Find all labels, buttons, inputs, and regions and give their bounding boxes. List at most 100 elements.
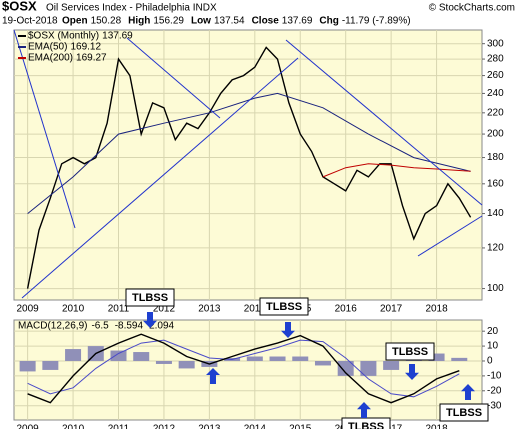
x-tick-label: 2010 [62, 424, 85, 429]
symbol: $OSX [2, 0, 37, 13]
legend-value: 169.27 [76, 53, 107, 64]
stat-value: 156.29 [153, 16, 184, 27]
trend-lines [13, 29, 483, 299]
price-panel [13, 29, 483, 301]
annotation-box [385, 342, 435, 361]
x-tick-label: 2017 [380, 304, 403, 315]
stat-label: Chg [319, 16, 338, 27]
histogram-bar [246, 356, 263, 361]
y-tick-label: 0 [487, 356, 493, 367]
stat-label: Low [191, 16, 211, 27]
x-tick-label: 2012 [153, 424, 176, 429]
x-tick-label: 2014 [244, 424, 267, 429]
legend: $OSX (Monthly) 137.69 EMA(50) 169.12EMA(200… [18, 31, 175, 332]
legend-label: EMA(50) [28, 42, 67, 53]
trend-line [126, 37, 221, 119]
histogram-bar [65, 349, 82, 361]
y-tick-label: 200 [487, 129, 504, 140]
annotation: TLBSS [266, 301, 302, 313]
histogram-bar [155, 360, 172, 364]
y-tick-label: 240 [487, 88, 504, 99]
arrow [206, 368, 220, 384]
legend-value: 169.12 [70, 42, 101, 53]
annotation: TLBSS [132, 292, 168, 304]
x-tick-label: 2013 [198, 424, 221, 429]
line [27, 333, 460, 404]
annotation-box [439, 403, 489, 422]
x-tick-label: 2018 [425, 304, 448, 315]
annotation-box [125, 288, 175, 307]
y-tick-label: 20 [487, 326, 499, 337]
y-tick-label: 100 [487, 283, 504, 294]
histogram-bar [19, 360, 36, 372]
x-tick-label: 2015 [289, 424, 312, 429]
macd-value: 2.094 [149, 321, 174, 332]
y-tick-label: 300 [487, 38, 504, 49]
legend-label: $OSX (Monthly) [28, 31, 99, 42]
histogram-bar [428, 353, 445, 361]
stat-value: 150.28 [91, 16, 122, 27]
arrow [461, 384, 475, 400]
annotation: TLBSS [392, 346, 428, 358]
histogram-bar [178, 360, 195, 369]
line [27, 92, 471, 214]
y-tick-label: 180 [487, 152, 504, 163]
x-tick-label: 2013 [198, 304, 221, 315]
histogram-bar [314, 360, 331, 366]
annotation-box [259, 297, 309, 316]
y-tick-label: -30 [487, 400, 502, 411]
date: 19-Oct-2018 [2, 16, 58, 27]
x-tick-label: 2009 [17, 424, 40, 429]
x-tick-label: 2018 [425, 424, 448, 429]
stat-label: High [128, 16, 150, 27]
histogram-bar [337, 360, 354, 376]
histogram-bar [110, 350, 127, 361]
histogram-bar [269, 356, 286, 361]
histogram-bar [42, 360, 59, 370]
stat-value: 137.69 [282, 16, 313, 27]
legend-value: 137.69 [102, 31, 133, 42]
macd-label: MACD(12,26,9) [18, 321, 87, 332]
trend-line [13, 29, 76, 229]
annotations: TLBSS TLBSS TLBSS TLBSS TLBSS [125, 288, 489, 429]
y-tick-label: 160 [487, 178, 504, 189]
y-tick-label: -10 [487, 371, 502, 382]
x-tick-label: 2017 [380, 424, 403, 429]
trend-line [285, 39, 483, 206]
x-tick-label: 2012 [153, 304, 176, 315]
legend-label: EMA(200) [28, 53, 73, 64]
x-tick-label: 2010 [62, 304, 85, 315]
x-tick-label: 2011 [108, 424, 130, 429]
y-tick-label: 140 [487, 208, 504, 219]
index-name: Oil Services Index - Philadelphia INDX [46, 3, 217, 14]
arrow [405, 364, 419, 380]
arrow [143, 312, 157, 328]
y-tick-label: 280 [487, 54, 504, 65]
line [26, 46, 472, 289]
y-tick-label: 260 [487, 70, 504, 81]
y-tick-label: 10 [487, 341, 499, 352]
x-tick-label: 2014 [244, 304, 267, 315]
annotation: TLBSS [446, 407, 482, 419]
y-tick-label: -20 [487, 385, 502, 396]
stat-label: Open [62, 16, 88, 27]
macd-value: -6.5 [91, 321, 109, 332]
stats: Open 150.28 High 156.29 Low 137.54 Close 137.69… [62, 16, 411, 27]
stat-value: -11.79 (-7.89%) [342, 16, 411, 27]
histogram-bar [292, 356, 309, 361]
macd-value: -8.594 [115, 321, 144, 332]
annotation: TLBSS [348, 421, 384, 429]
arrow [357, 402, 371, 418]
source: © StockCharts.com [429, 3, 515, 14]
stat-value: 137.54 [214, 16, 245, 27]
trend-line [21, 57, 299, 299]
y-tick-label: 220 [487, 107, 504, 118]
x-tick-label: 2011 [108, 304, 130, 315]
trend-line [417, 215, 483, 257]
histogram-bar [360, 360, 377, 376]
y-tick-label: 120 [487, 243, 504, 254]
histogram-bar [133, 352, 150, 361]
arrow [281, 322, 295, 338]
